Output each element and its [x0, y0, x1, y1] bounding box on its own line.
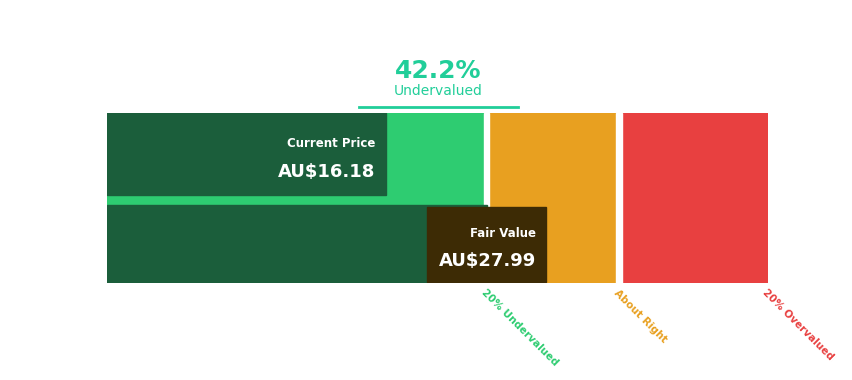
Text: About Right: About Right [611, 288, 668, 345]
Text: Current Price: Current Price [287, 137, 375, 150]
Bar [486, 112, 619, 283]
Bar [616, 112, 621, 283]
Text: 20% Undervalued: 20% Undervalued [479, 288, 560, 368]
Bar [619, 112, 767, 283]
Text: Fair Value: Fair Value [469, 226, 536, 239]
Bar [106, 112, 385, 195]
Text: AU$16.18: AU$16.18 [278, 163, 375, 180]
Bar [484, 112, 489, 283]
Bar [427, 207, 545, 282]
Bar [106, 112, 486, 283]
Text: 20% Overvalued: 20% Overvalued [760, 288, 834, 363]
Text: Undervalued: Undervalued [394, 84, 482, 98]
Text: 42.2%: 42.2% [394, 59, 481, 83]
Bar [106, 205, 486, 283]
Text: AU$27.99: AU$27.99 [439, 252, 536, 270]
